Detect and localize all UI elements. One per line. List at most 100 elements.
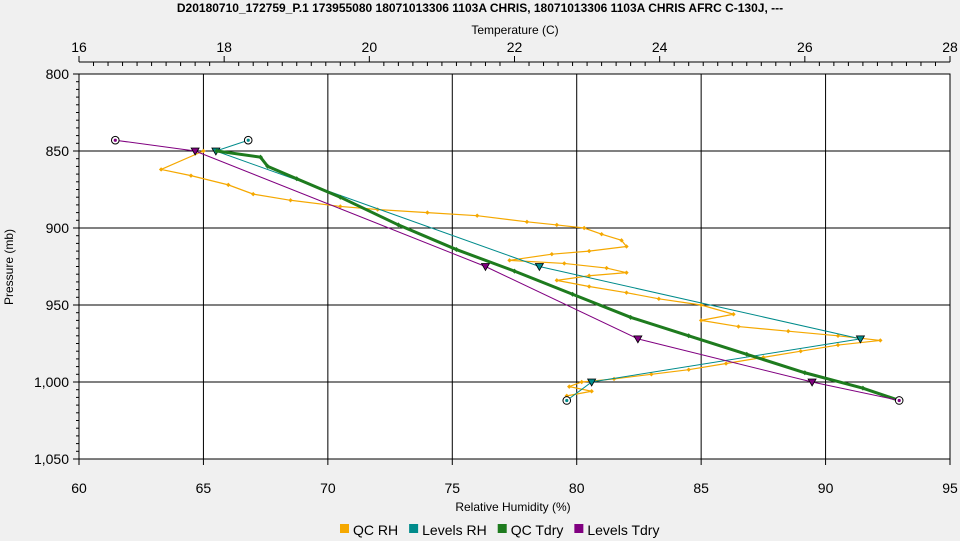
data-point-qc-tdry [395,222,401,228]
data-point-qc-rh [599,231,604,237]
data-point-qc-tdry [257,154,263,160]
data-point-levels-tdry [190,147,200,156]
data-point-qc-rh [624,270,629,275]
plot-border [78,73,951,460]
data-point-qc-tdry [512,268,517,274]
data-point-qc-tdry [265,163,271,169]
x-tick-label: 60 [71,480,87,496]
plot-background [79,74,950,459]
data-point-qc-rh [736,324,741,329]
series-line-levels-tdry [115,139,900,401]
legend-label-levels-rh: Levels RH [422,522,487,538]
y-tick-label: 900 [46,220,70,236]
data-point-qc-tdry [570,291,576,297]
data-point-qc-rh [338,204,343,209]
x2-tick-label: 16 [71,39,87,55]
data-point-qc-rh [474,213,480,218]
legend: QC RH Levels RH QC Tdry Levels Tdry [340,522,659,538]
data-point-qc-rh [686,367,691,372]
data-point-qc-rh [798,349,803,354]
x2-tick-label: 26 [797,39,813,55]
data-point-qc-rh [226,182,231,188]
data-point-qc-rh [835,333,841,338]
x-tick-label: 95 [942,480,958,496]
x-tick-label: 90 [818,480,834,496]
data-point-qc-tdry [860,385,866,391]
y-tick-label: 850 [46,143,70,159]
data-point-qc-rh [251,191,256,197]
data-point-qc-tdry [214,148,220,154]
data-point-qc-rh [878,338,883,343]
data-point-center-levels-rh [246,138,250,142]
data-point-qc-rh [201,148,206,154]
data-point-qc-rh [562,261,567,266]
x2-tick-label: 20 [362,39,378,55]
data-point-qc-rh [698,302,704,308]
y-tick-label: 1,000 [34,374,69,390]
y-tick-label: 1,050 [34,451,69,467]
chart-title: D20180710_172759_P.1 173955080 180710133… [177,1,783,15]
data-point-qc-tdry [686,333,692,339]
data-point-center-levels-tdry [113,138,117,142]
data-point-qc-rh [835,342,841,348]
x-axis-label: Relative Humidity (%) [455,500,570,514]
x-tick-label: 80 [569,480,585,496]
x2-tick-label: 22 [507,39,523,55]
data-point-qc-rh [649,372,654,377]
data-point-qc-rh [586,284,592,289]
data-point-qc-tdry [802,370,808,376]
legend-swatch-levels-tdry [574,524,584,533]
data-point-qc-rh [723,361,729,366]
legend-label-qc-rh: QC RH [353,522,398,538]
data-point-qc-rh [698,318,704,323]
data-point-levels-tdry [480,263,491,272]
data-point-qc-rh [656,296,662,302]
data-point-qc-rh [604,265,609,271]
data-point-qc-rh [624,244,629,249]
data-point-qc-rh [188,173,194,178]
legend-label-levels-tdry: Levels Tdry [587,522,659,538]
y-tick-label: 950 [46,297,70,313]
data-point-qc-rh [731,312,736,317]
legend-swatch-qc-tdry [497,524,507,533]
legend-swatch-levels-rh [409,524,419,533]
x-tick-label: 70 [320,480,336,496]
data-point-qc-rh [554,222,560,228]
data-point-center-levels-tdry [897,398,901,403]
x2-tick-label: 28 [942,39,958,55]
y-axis-label: Pressure (mb) [2,229,16,305]
data-point-qc-rh [624,290,629,295]
x-tick-label: 85 [693,480,709,496]
data-point-qc-rh [549,251,555,257]
data-point-qc-tdry [337,194,343,200]
data-point-qc-rh [524,219,530,225]
data-point-qc-rh [581,225,587,231]
data-point-qc-tdry [628,314,634,320]
data-point-qc-rh [586,273,592,278]
data-point-qc-rh [786,328,791,334]
series-line-levels-rh [214,139,861,401]
data-point-qc-rh [288,198,293,203]
data-point-qc-rh [579,379,584,385]
data-point-qc-rh [619,238,624,243]
data-point-qc-rh [158,167,164,172]
data-point-qc-rh [586,248,592,254]
x2-axis-label: Temperature (C) [471,23,558,37]
data-point-levels-tdry [633,335,643,344]
data-point-center-levels-rh [565,398,569,403]
y-tick-label: 800 [46,66,70,82]
data-point-qc-tdry [453,247,459,253]
x2-tick-label: 24 [652,39,668,55]
data-point-levels-tdry [807,378,817,387]
plot-area: 60 65 70 75 80 85 90 95 16 18 20 22 24 26 28 800 850 900 9… [34,39,958,496]
data-point-qc-rh [589,389,594,394]
data-point-qc-rh [507,258,512,263]
data-point-qc-tdry [294,176,300,182]
data-point-levels-rh [855,335,866,344]
x2-tick-label: 18 [216,39,232,55]
data-point-qc-tdry [744,351,750,357]
legend-swatch-qc-rh [340,524,349,533]
legend-label-qc-tdry: QC Tdry [511,522,564,538]
x-tick-label: 65 [196,480,212,496]
